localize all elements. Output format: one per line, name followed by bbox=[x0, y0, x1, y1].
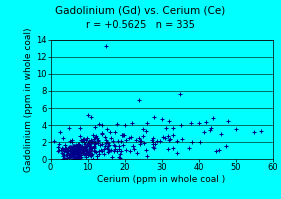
X-axis label: Cerium (ppm in whole coal ): Cerium (ppm in whole coal ) bbox=[98, 175, 226, 184]
Text: Gadolinium (Gd) vs. Cerium (Ce): Gadolinium (Gd) vs. Cerium (Ce) bbox=[55, 6, 226, 16]
Text: r = +0.5625   n = 335: r = +0.5625 n = 335 bbox=[86, 20, 195, 30]
Y-axis label: Gadolinium (ppm in whole coal): Gadolinium (ppm in whole coal) bbox=[24, 27, 33, 172]
